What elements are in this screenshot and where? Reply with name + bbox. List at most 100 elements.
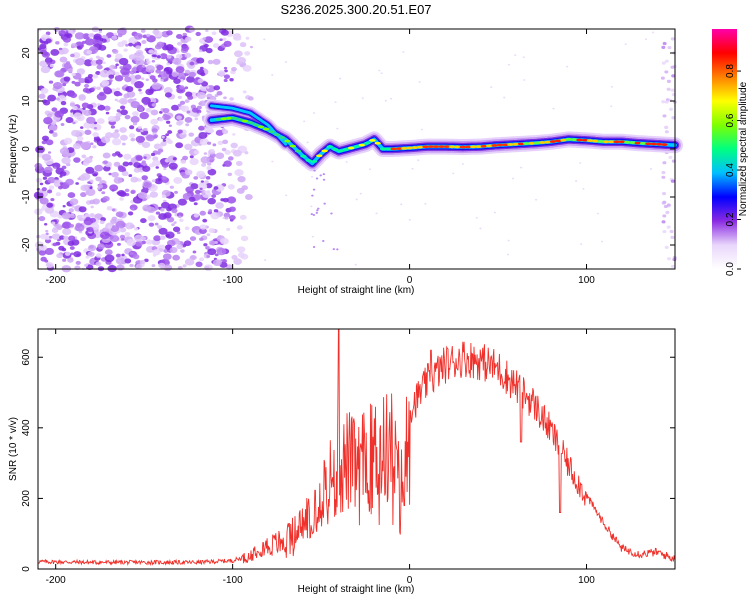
snr-x-tick-label: -200 [46, 575, 66, 586]
noise-blob [193, 150, 200, 155]
noise-blob [311, 175, 314, 178]
noise-blob [46, 61, 52, 65]
noise-blob [128, 161, 133, 166]
noise-blob [199, 100, 207, 107]
noise-blob [41, 140, 47, 145]
noise-blob [142, 165, 151, 172]
noise-blob [110, 234, 120, 243]
noise-blob [205, 183, 213, 189]
noise-blob [134, 74, 142, 80]
noise-blob [199, 66, 204, 70]
noise-blob [117, 165, 124, 170]
noise-blob [141, 160, 146, 164]
noise-blob [102, 152, 111, 159]
noise-blob [152, 29, 160, 35]
noise-blob [188, 27, 196, 33]
noise-blob [163, 212, 172, 219]
noise-blob [67, 240, 75, 246]
noise-blob [128, 42, 134, 47]
noise-blob [649, 168, 653, 170]
noise-blob [104, 254, 115, 263]
noise-blob [116, 242, 121, 246]
noise-blob [71, 80, 76, 84]
noise-blob [213, 85, 221, 91]
noise-blob [119, 134, 128, 141]
noise-blob [336, 127, 339, 130]
noise-blob [206, 86, 210, 89]
noise-blob [233, 258, 242, 265]
snr-panel: -200 -100 0 100 0 200 400 600 Height of straig… [8, 328, 676, 595]
noise-blob [75, 182, 79, 185]
ridge-core-blob [310, 160, 318, 163]
noise-blob [114, 98, 118, 102]
noise-blob [167, 139, 173, 145]
noise-blob [151, 264, 156, 268]
noise-blob [90, 205, 94, 209]
noise-blob [100, 136, 111, 144]
noise-blob [45, 139, 54, 146]
noise-blob [179, 100, 186, 105]
noise-blob [74, 81, 81, 87]
noise-blob [161, 175, 167, 180]
noise-blob [176, 120, 183, 126]
noise-blob [80, 184, 89, 192]
noise-blob [206, 255, 210, 258]
noise-blob [99, 220, 105, 225]
noise-blob [137, 125, 142, 129]
noise-blob [206, 166, 212, 171]
ridge-core-blob [337, 149, 344, 153]
noise-blob [151, 54, 155, 57]
ridge-core-blob [353, 145, 360, 149]
ridge-tail-blob [323, 202, 326, 205]
ridge-tail-blob [315, 211, 319, 214]
noise-blob [402, 51, 405, 53]
noise-blob [201, 192, 206, 195]
noise-blob [507, 63, 511, 66]
noise-blob [142, 204, 152, 212]
ridge-core-blob [438, 145, 445, 149]
noise-blob [115, 63, 119, 67]
ridge-core-blob [231, 116, 238, 120]
noise-blob [660, 76, 665, 80]
noise-blob [145, 134, 155, 142]
noise-blob [234, 50, 243, 58]
noise-blob [204, 36, 214, 44]
noise-blob [184, 52, 192, 58]
noise-blob [196, 69, 205, 75]
noise-blob [45, 31, 51, 36]
noise-blob [133, 227, 139, 231]
noise-blob [596, 212, 599, 215]
noise-blob [662, 191, 667, 196]
noise-blob [123, 93, 130, 99]
ridge-core-blob [639, 142, 647, 145]
ridge-core-blob [385, 147, 392, 151]
noise-blob [229, 97, 234, 101]
noise-blob [211, 194, 217, 198]
noise-blob [213, 186, 219, 190]
noise-blob [113, 176, 123, 184]
noise-blob [193, 176, 199, 180]
noise-blob [217, 212, 221, 216]
ridge-core-blob [289, 144, 296, 148]
noise-blob [78, 230, 83, 234]
noise-blob [158, 145, 163, 150]
noise-blob [177, 103, 182, 107]
noise-blob [475, 217, 478, 219]
noise-blob [134, 42, 139, 46]
noise-blob [86, 116, 96, 124]
noise-blob [610, 105, 613, 108]
noise-blob [115, 253, 121, 258]
noise-blob [145, 239, 153, 245]
noise-blob [155, 211, 161, 215]
noise-blob [514, 54, 517, 57]
noise-blob [661, 100, 666, 104]
noise-blob [661, 61, 666, 65]
noise-blob [207, 197, 216, 205]
noise-blob [582, 187, 585, 190]
ridge-tail-blob [312, 188, 316, 191]
noise-blob [103, 160, 109, 165]
noise-blob [479, 227, 482, 230]
noise-blob [62, 205, 66, 208]
noise-blob [345, 161, 348, 163]
